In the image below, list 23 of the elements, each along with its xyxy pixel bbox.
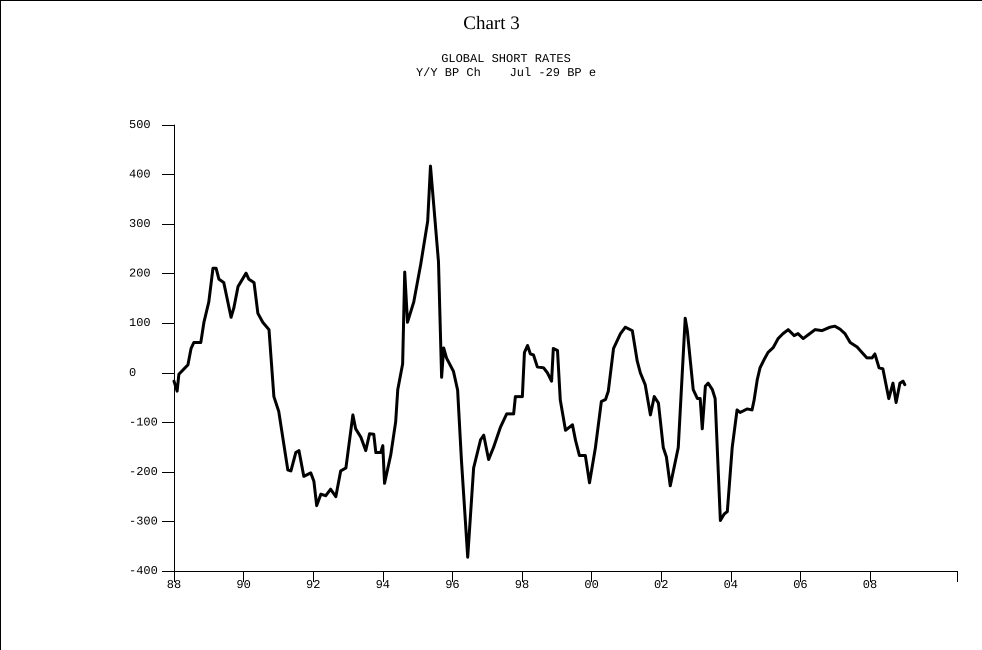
chart-title: Chart 3 (463, 13, 520, 34)
x-tick-label: 90 (236, 578, 251, 592)
y-tick-label: 300 (129, 217, 151, 232)
y-tick-label: 200 (129, 266, 151, 281)
chart-subtitle: GLOBAL SHORT RATES Y/Y BP Ch Jul -29 BP e (416, 52, 596, 80)
x-tick-label: 98 (514, 578, 530, 592)
x-tick-label: 96 (445, 578, 460, 592)
x-tick-label: 08 (862, 578, 878, 592)
x-tick-label: 88 (166, 578, 182, 592)
x-tick-label: 04 (724, 578, 738, 592)
x-tick-label: 00 (584, 578, 599, 592)
x-tick-label: 02 (654, 578, 668, 592)
y-tick-label: 100 (129, 316, 151, 330)
x-tick-label: 92 (306, 578, 320, 592)
y-tick-label: -100 (129, 415, 158, 430)
y-tick-label: 400 (129, 168, 151, 182)
y-tick-label: -400 (129, 564, 158, 578)
y-tick-label: 500 (129, 118, 151, 132)
y-tick-label: -200 (129, 464, 158, 479)
y-tick-label: -300 (129, 514, 158, 528)
y-tick-label: 0 (129, 366, 136, 380)
x-tick-label: 94 (376, 578, 390, 592)
x-tick-label: 06 (793, 578, 808, 592)
